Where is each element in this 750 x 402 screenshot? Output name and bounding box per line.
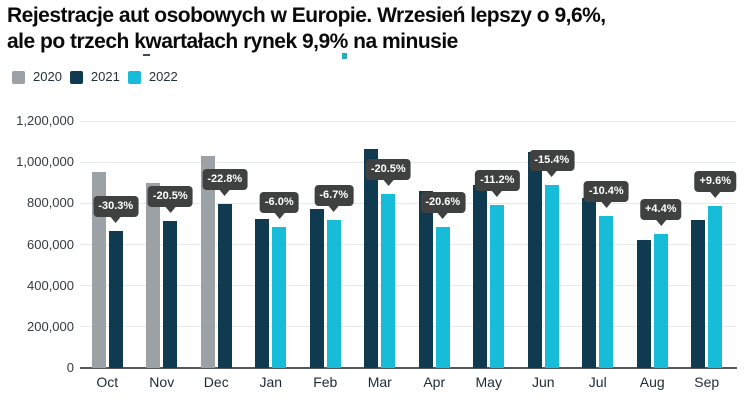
x-axis-label-jan: Jan [259, 374, 283, 390]
bar-2021-aug [636, 239, 651, 368]
bar-2021-dec [217, 204, 232, 368]
x-axis-label-jun: Jun [531, 374, 555, 390]
x-axis-label-nov: Nov [149, 374, 175, 390]
change-tooltip-nov: -20.5% [147, 186, 193, 208]
x-axis-label-jul: Jul [588, 374, 607, 390]
bar-2022-jul [599, 216, 614, 368]
bar-2022-sep [708, 206, 723, 368]
month-group-sep: +9.6% [680, 121, 736, 368]
bar-2021-feb [309, 209, 324, 368]
x-axis-label-may: May [475, 374, 502, 390]
bar-2021-apr [418, 190, 433, 368]
legend-item-2022[interactable]: 2022 [127, 69, 178, 84]
page-title-line-2: ale po trzech kwartałach rynek 9,9% na m… [7, 30, 458, 53]
page-title: Rejestracje aut osobowych w Europie. Wrz… [7, 3, 750, 55]
legend-label-2021: 2021 [90, 69, 120, 84]
bar-2021-may [473, 184, 488, 368]
change-tooltip-aug: +4.4% [640, 199, 682, 221]
gridline-800000 [80, 202, 736, 204]
x-axis-line [80, 367, 737, 369]
bar-2020-dec [200, 155, 215, 368]
x-axis-label-aug: Aug [639, 374, 665, 390]
bar-2020-nov [146, 183, 161, 368]
gridline-1200000 [80, 120, 736, 122]
change-tooltip-dec: -22.8% [202, 169, 248, 191]
legend-swatch-icon-2020 [12, 70, 25, 84]
bar-2021-sep [691, 220, 706, 368]
bar-2021-jan [255, 218, 270, 368]
change-tooltip-sep: +9.6% [694, 171, 736, 193]
month-group-apr: -20.6% [407, 121, 466, 368]
bar-2022-aug [653, 234, 668, 368]
x-axis-label-oct: Oct [96, 374, 119, 390]
y-axis-label-0: 0 [66, 360, 74, 375]
bar-2022-jun [544, 185, 559, 368]
change-tooltip-may: -11.2% [475, 169, 520, 191]
bar-2022-apr [435, 227, 450, 368]
stray-mark-dot [342, 53, 347, 59]
bar-2021-oct [108, 231, 123, 368]
month-group-feb: -6.7% [298, 121, 354, 368]
month-group-jul: -10.4% [571, 121, 629, 368]
bar-2020-oct [91, 171, 106, 368]
bar-2022-jan [272, 227, 287, 368]
bar-2021-mar [364, 149, 379, 368]
month-group-jan: -6.0% [244, 121, 299, 368]
x-axis-label-apr: Apr [423, 374, 446, 390]
bar-2022-mar [381, 194, 396, 368]
change-tooltip-oct: -30.3% [93, 196, 139, 218]
bar-2021-jul [582, 198, 597, 368]
legend-item-2021[interactable]: 2021 [69, 69, 120, 84]
bar-2021-nov [163, 221, 178, 368]
stray-mark-dash [143, 54, 150, 56]
y-axis-label-400000: 400,000 [27, 277, 74, 293]
page-title-line-1: Rejestracje aut osobowych w Europie. Wrz… [7, 4, 606, 27]
legend-label-2022: 2022 [148, 69, 178, 84]
bar-2022-may [490, 205, 505, 368]
month-group-jun: -15.4% [516, 121, 575, 368]
change-tooltip-feb: -6.7% [314, 185, 354, 207]
month-group-may: -11.2% [462, 121, 520, 368]
gridline-400000 [80, 285, 736, 287]
month-group-dec: -22.8% [189, 121, 248, 368]
change-tooltip-jul: -10.4% [583, 181, 629, 203]
x-axis-label-mar: Mar [367, 374, 392, 390]
change-tooltip-mar: -20.5% [365, 159, 411, 181]
legend-swatch-icon-2021 [69, 70, 83, 84]
x-axis-label-feb: Feb [313, 374, 338, 390]
change-tooltip-jun: -15.4% [529, 150, 575, 172]
y-axis-label-1000000: 1,000,000 [16, 154, 74, 170]
y-axis-label-200000: 200,000 [27, 318, 74, 334]
y-axis-label-800000: 800,000 [27, 195, 74, 211]
legend-label-2020: 2020 [33, 69, 62, 84]
chart-legend: 2020 2021 2022 [12, 70, 186, 84]
bar-2022-feb [326, 220, 341, 368]
change-tooltip-jan: -6.0% [259, 192, 299, 214]
legend-item-2020[interactable]: 2020 [12, 70, 62, 84]
x-axis-label-sep: Sep [694, 374, 720, 390]
y-axis-label-600000: 600,000 [27, 236, 74, 252]
month-group-aug: +4.4% [625, 121, 682, 368]
gridline-200000 [80, 326, 736, 328]
change-tooltip-apr: -20.6% [420, 192, 466, 214]
gridline-600000 [80, 244, 736, 245]
month-group-mar: -20.5% [353, 121, 411, 368]
bar-2021-jun [527, 152, 542, 368]
x-axis-label-dec: Dec [203, 374, 229, 390]
month-group-oct: -30.3% [80, 121, 139, 368]
legend-swatch-icon-2022 [127, 70, 141, 84]
y-axis-label-1200000: 1,200,000 [16, 113, 74, 128]
month-group-nov: -20.5% [135, 121, 193, 368]
